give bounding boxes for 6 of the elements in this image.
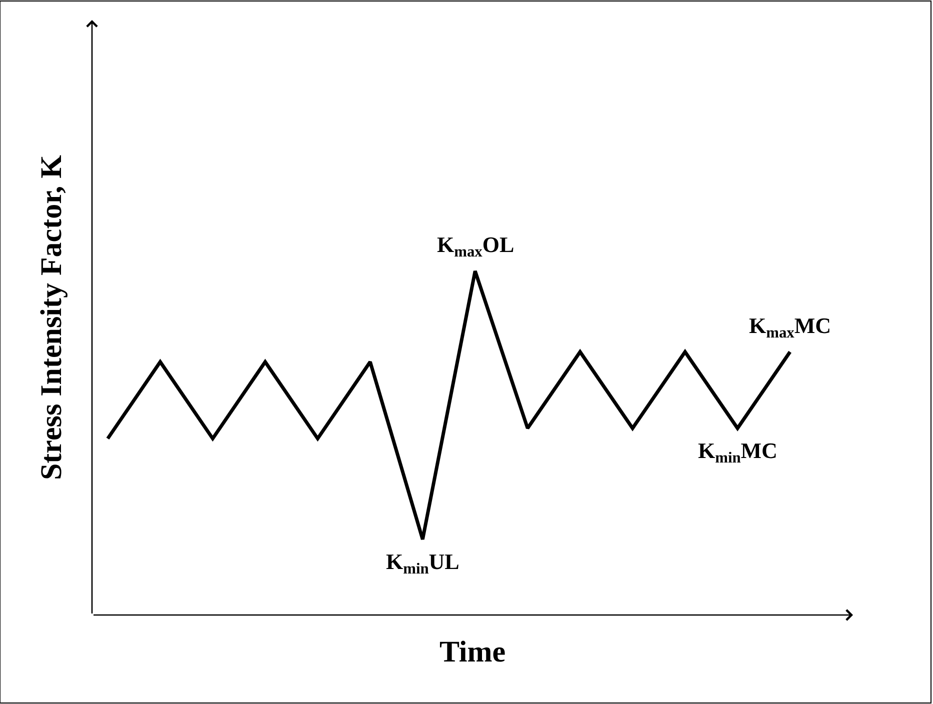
y-axis-title: Stress Intensity Factor, K — [35, 154, 68, 480]
annotation: K$_{max}$MC — [749, 313, 831, 342]
annotation: K$_{min}$UL — [386, 549, 460, 578]
annotation: K$_{min}$MC — [698, 438, 778, 467]
x-axis-title: Time — [439, 636, 506, 668]
annotation: K$_{max}$OL — [437, 232, 514, 261]
